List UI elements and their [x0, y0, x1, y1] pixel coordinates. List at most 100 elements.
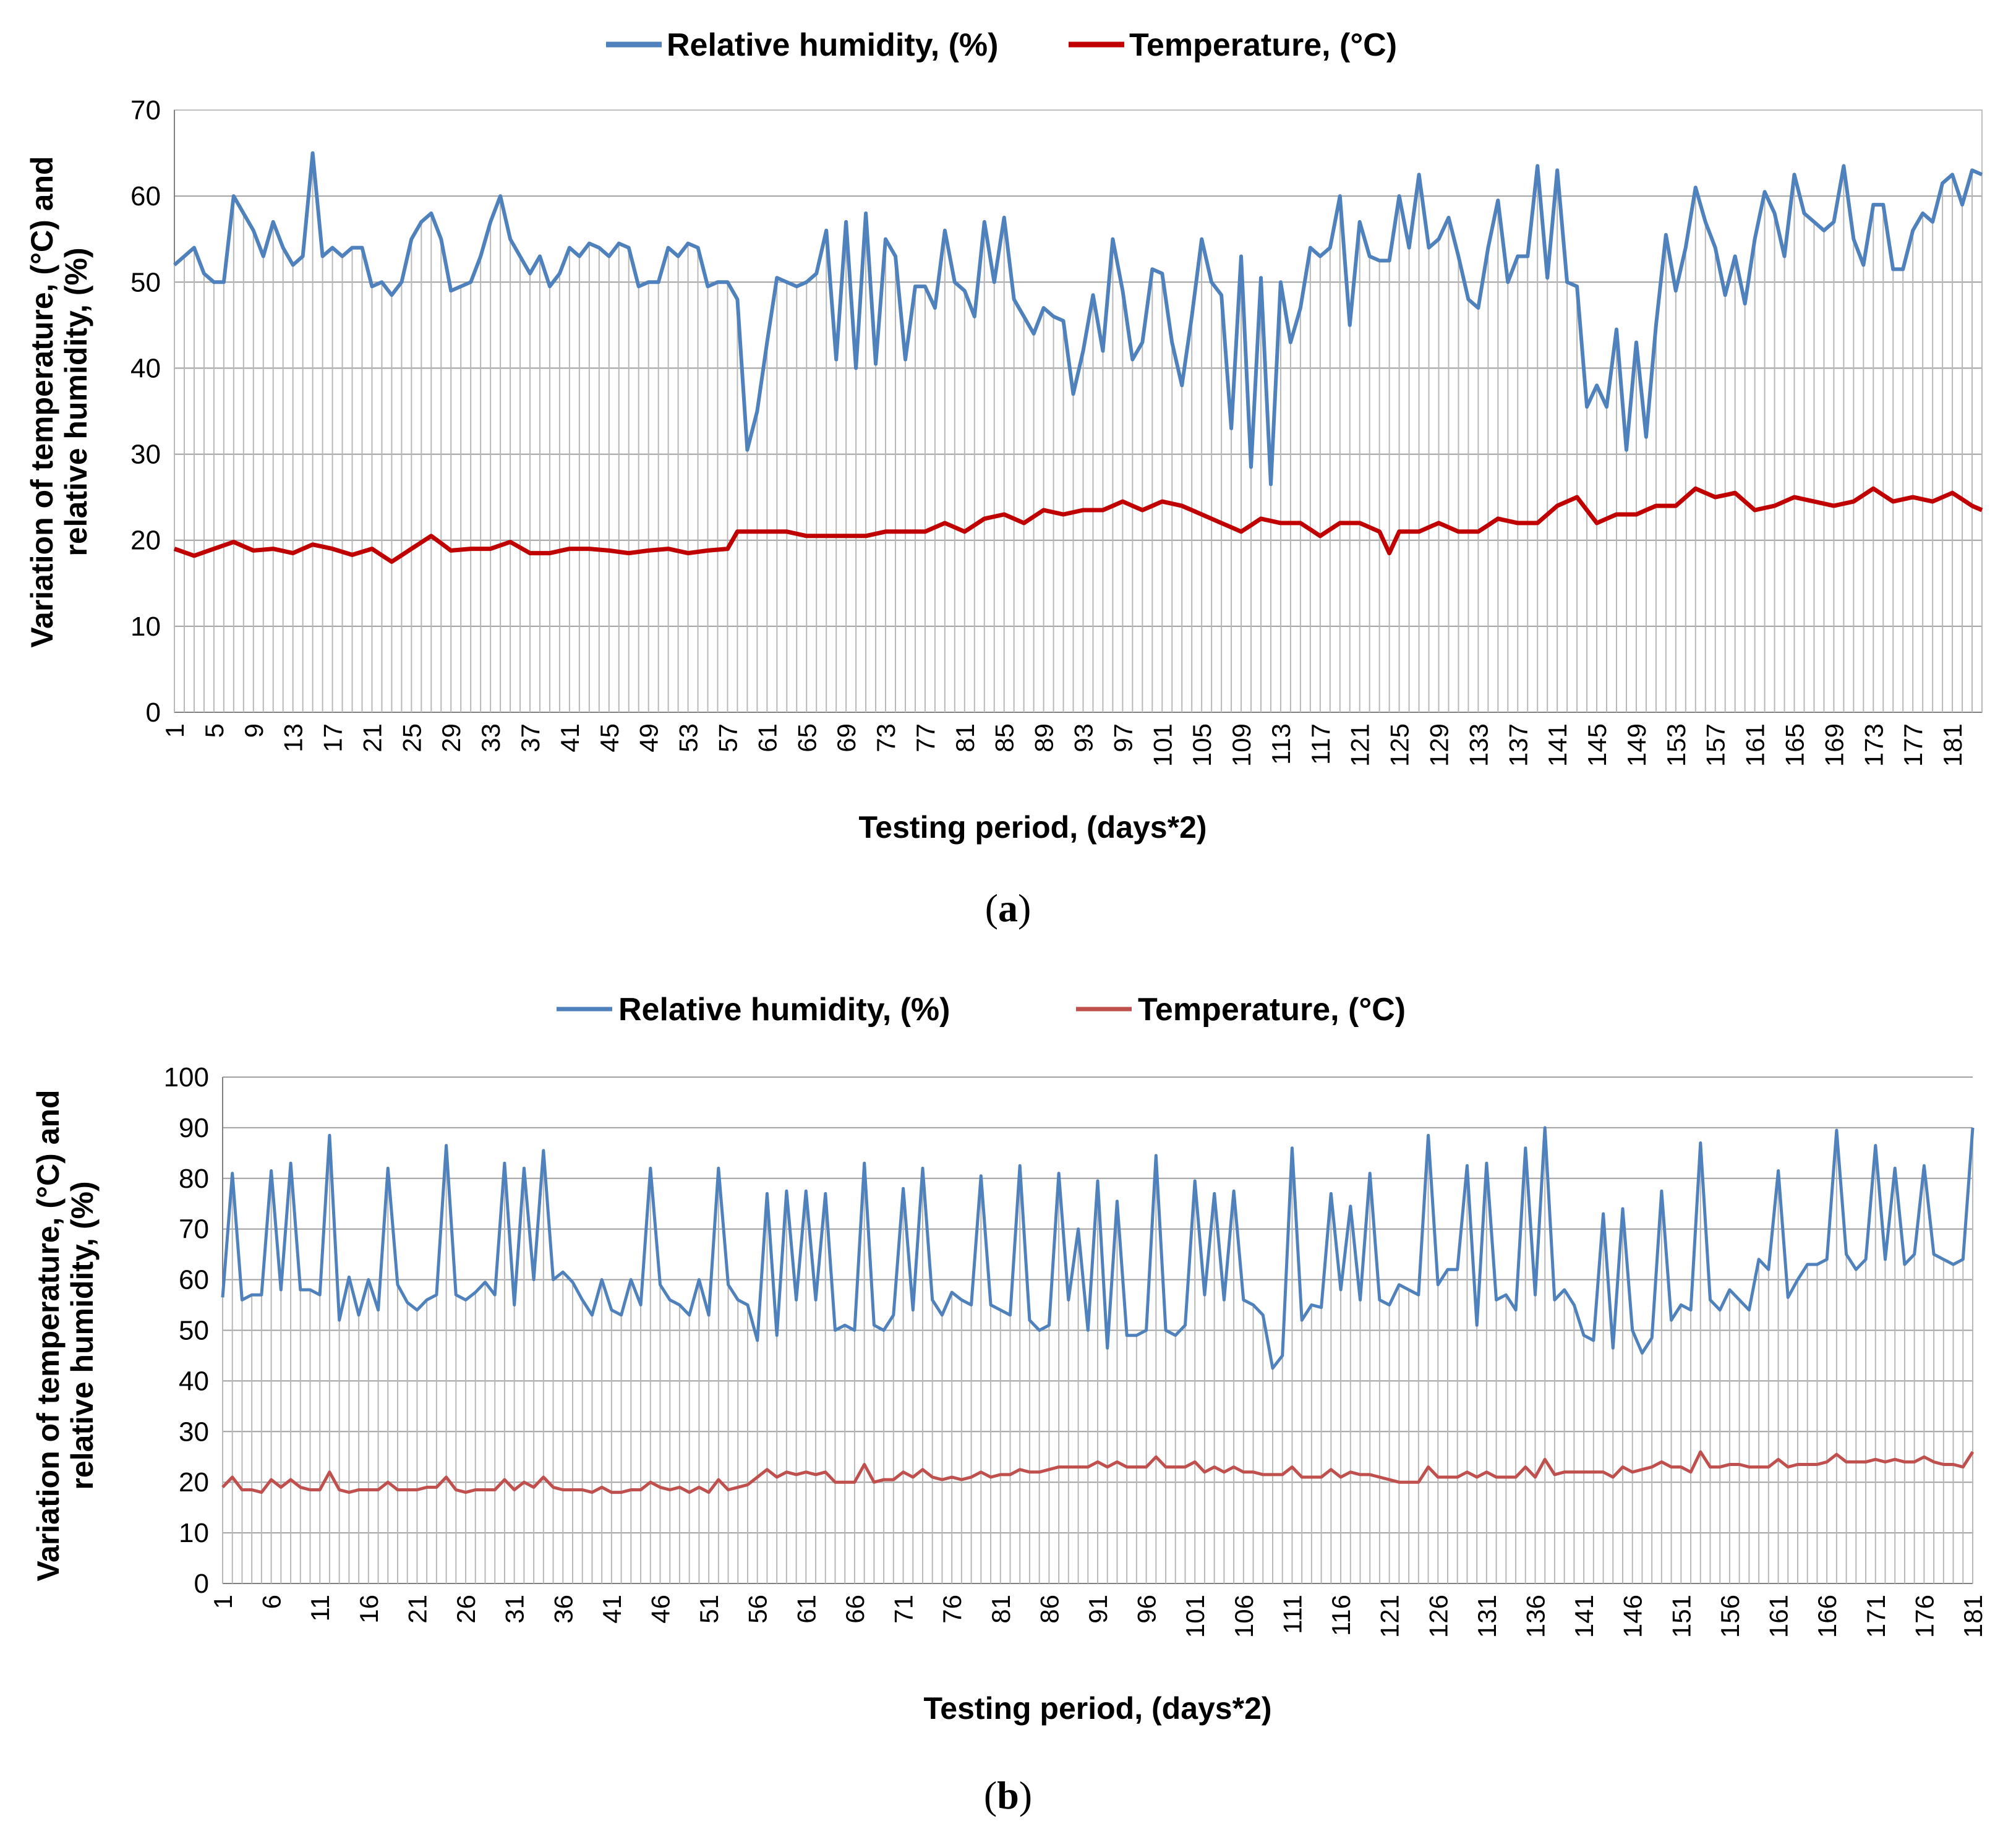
x-tick-label: 61 — [792, 1595, 821, 1624]
chart-a-caption: (a) — [985, 886, 1031, 930]
chart-a-svg: Relative humidity, (%) Temperature, (°C)… — [25, 27, 1983, 930]
chart-a-x-axis-title: Testing period, (days*2) — [858, 810, 1207, 845]
x-tick-label: 181 — [1958, 1595, 1988, 1638]
y-tick-label: 50 — [179, 1316, 209, 1346]
x-tick-label: 17 — [318, 723, 348, 752]
y-tick-label: 90 — [179, 1113, 209, 1143]
x-tick-label: 73 — [871, 723, 900, 752]
x-tick-label: 131 — [1472, 1595, 1501, 1638]
x-tick-label: 36 — [549, 1595, 578, 1624]
x-tick-label: 141 — [1543, 723, 1572, 767]
chart-a-series — [173, 151, 1983, 564]
x-tick-label: 51 — [694, 1595, 724, 1624]
x-tick-label: 77 — [911, 723, 940, 752]
y-tick-label: 0 — [146, 697, 161, 728]
y-tick-label: 100 — [164, 1062, 209, 1093]
x-tick-label: 173 — [1859, 723, 1888, 767]
x-tick-label: 53 — [674, 723, 703, 752]
x-tick-label: 156 — [1715, 1595, 1745, 1638]
chart-b-x-ticks: 1 6 11 16 21 26 31 36 41 46 51 56 61 66 71 76 81 86 91 96 10… — [208, 1595, 1988, 1638]
x-tick-label: 89 — [1030, 723, 1059, 752]
temperature-series-line — [221, 1450, 1975, 1494]
chart-a-y-axis-title-line2: relative humidity, (%) — [59, 247, 93, 556]
y-tick-label: 40 — [179, 1366, 209, 1396]
x-tick-label: 1 — [160, 723, 189, 738]
chart-b-y-ticks: 0 10 20 30 40 50 60 70 80 90 100 — [164, 1062, 209, 1599]
y-tick-label: 60 — [179, 1265, 209, 1295]
x-tick-label: 116 — [1326, 1595, 1356, 1636]
x-tick-label: 165 — [1780, 723, 1809, 767]
x-tick-label: 171 — [1861, 1595, 1890, 1638]
x-tick-label: 85 — [990, 723, 1019, 752]
x-tick-label: 101 — [1148, 723, 1177, 767]
x-tick-label: 121 — [1346, 723, 1375, 767]
x-tick-label: 21 — [357, 723, 387, 752]
x-tick-label: 6 — [257, 1595, 286, 1609]
x-tick-label: 166 — [1813, 1595, 1842, 1638]
x-tick-label: 26 — [451, 1595, 481, 1624]
x-tick-label: 81 — [950, 723, 980, 752]
x-tick-label: 161 — [1764, 1595, 1793, 1638]
chart-a-y-ticks: 0 10 20 30 40 50 60 70 — [130, 95, 161, 728]
chart-b-caption: (b) — [984, 1773, 1032, 1817]
chart-a-gridlines — [174, 109, 1983, 713]
x-tick-label: 9 — [239, 723, 268, 738]
y-tick-label: 70 — [179, 1214, 209, 1245]
x-tick-label: 16 — [354, 1595, 383, 1624]
x-tick-label: 105 — [1187, 723, 1216, 767]
x-tick-label: 46 — [646, 1595, 675, 1624]
caption-close: ) — [1019, 1773, 1032, 1817]
x-tick-label: 181 — [1938, 723, 1967, 767]
x-tick-label: 176 — [1910, 1595, 1939, 1638]
y-tick-label: 30 — [179, 1417, 209, 1447]
y-tick-label: 50 — [130, 267, 161, 297]
x-tick-label: 37 — [516, 723, 545, 752]
x-tick-label: 177 — [1899, 723, 1928, 767]
x-tick-label: 129 — [1425, 723, 1454, 767]
y-tick-label: 80 — [179, 1164, 209, 1194]
x-tick-label: 113 — [1266, 723, 1296, 765]
x-tick-label: 169 — [1819, 723, 1848, 767]
x-tick-label: 31 — [500, 1595, 529, 1624]
x-tick-label: 117 — [1306, 723, 1335, 765]
y-tick-label: 60 — [130, 181, 161, 211]
legend-temperature-label: Temperature, (°C) — [1138, 992, 1406, 1028]
x-tick-label: 49 — [634, 723, 664, 752]
x-tick-label: 66 — [840, 1595, 869, 1624]
y-tick-label: 0 — [194, 1569, 209, 1599]
x-tick-label: 86 — [1035, 1595, 1064, 1624]
x-tick-label: 25 — [397, 723, 426, 752]
x-tick-label: 141 — [1570, 1595, 1599, 1638]
x-tick-label: 126 — [1424, 1595, 1453, 1638]
x-tick-label: 133 — [1464, 723, 1493, 767]
legend-temperature-label: Temperature, (°C) — [1129, 27, 1397, 63]
x-tick-label: 71 — [889, 1595, 918, 1624]
chart-b-svg: Relative humidity, (%) Temperature, (°C)… — [31, 992, 1988, 1817]
x-tick-label: 161 — [1741, 723, 1770, 767]
x-tick-label: 153 — [1662, 723, 1691, 767]
x-tick-label: 69 — [832, 723, 861, 752]
y-tick-label: 70 — [130, 95, 161, 126]
humidity-series-line — [173, 151, 1983, 487]
caption-open: ( — [984, 1773, 997, 1817]
caption-close: ) — [1018, 886, 1031, 930]
caption-letter: b — [997, 1773, 1019, 1817]
x-tick-label: 121 — [1375, 1595, 1404, 1638]
humidity-series-line — [221, 1126, 1975, 1370]
chart-a-y-axis-title-line1: Variation of temperature, (°C) and — [25, 156, 59, 647]
x-tick-label: 101 — [1181, 1595, 1210, 1638]
x-tick-label: 1 — [208, 1595, 237, 1609]
y-tick-label: 40 — [130, 353, 161, 383]
chart-b-y-axis-title-line2: relative humidity, (%) — [65, 1181, 100, 1489]
x-tick-label: 61 — [753, 723, 782, 752]
x-tick-label: 137 — [1503, 723, 1532, 767]
x-tick-label: 81 — [986, 1595, 1015, 1624]
x-tick-label: 76 — [938, 1595, 967, 1624]
x-tick-label: 111 — [1278, 1595, 1307, 1634]
chart-b-panel: Relative humidity, (%) Temperature, (°C)… — [0, 965, 2016, 1824]
legend-humidity-label: Relative humidity, (%) — [618, 992, 950, 1028]
x-tick-label: 136 — [1521, 1595, 1550, 1638]
chart-a-legend: Relative humidity, (%) Temperature, (°C) — [606, 27, 1397, 63]
x-tick-label: 56 — [743, 1595, 772, 1624]
x-tick-label: 91 — [1083, 1595, 1113, 1624]
